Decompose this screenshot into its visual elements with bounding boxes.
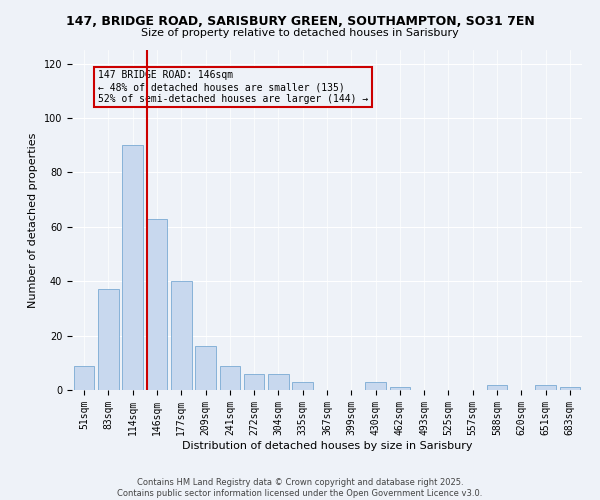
Text: 147, BRIDGE ROAD, SARISBURY GREEN, SOUTHAMPTON, SO31 7EN: 147, BRIDGE ROAD, SARISBURY GREEN, SOUTH… [65, 15, 535, 28]
X-axis label: Distribution of detached houses by size in Sarisbury: Distribution of detached houses by size … [182, 440, 472, 450]
Text: Size of property relative to detached houses in Sarisbury: Size of property relative to detached ho… [141, 28, 459, 38]
Y-axis label: Number of detached properties: Number of detached properties [28, 132, 38, 308]
Bar [244, 374, 265, 390]
Bar [195, 346, 216, 390]
Bar [535, 384, 556, 390]
Bar [220, 366, 240, 390]
Bar [365, 382, 386, 390]
Bar [487, 384, 508, 390]
Bar [560, 388, 580, 390]
Bar [268, 374, 289, 390]
Text: Contains HM Land Registry data © Crown copyright and database right 2025.
Contai: Contains HM Land Registry data © Crown c… [118, 478, 482, 498]
Bar [122, 145, 143, 390]
Bar [74, 366, 94, 390]
Bar [146, 218, 167, 390]
Bar [292, 382, 313, 390]
Bar [389, 388, 410, 390]
Text: 147 BRIDGE ROAD: 146sqm
← 48% of detached houses are smaller (135)
52% of semi-d: 147 BRIDGE ROAD: 146sqm ← 48% of detache… [97, 70, 368, 104]
Bar [98, 290, 119, 390]
Bar [171, 281, 191, 390]
